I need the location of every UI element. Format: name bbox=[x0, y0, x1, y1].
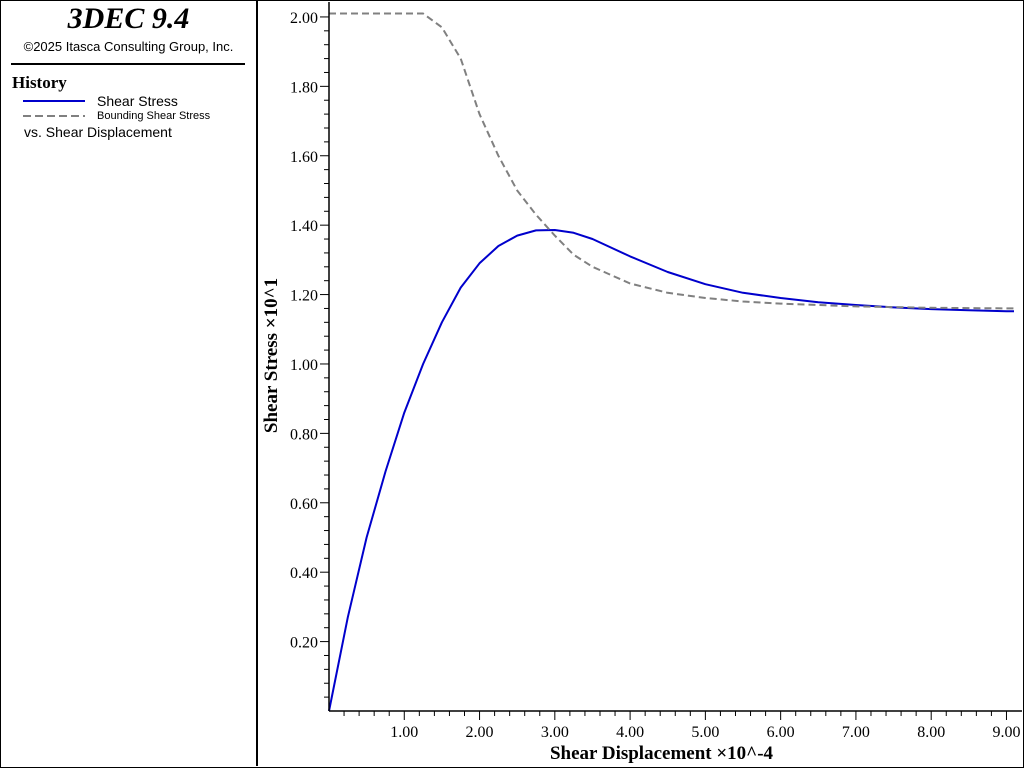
legend-entry-bounding-shear-stress: Bounding Shear Stress bbox=[23, 110, 210, 122]
y-tick-label: 1.60 bbox=[290, 149, 318, 166]
history-plot: 0.20 0.40 0.60 0.80 1.00 1.20 1.40 1.60 1.80 2.00… bbox=[261, 2, 1022, 764]
series-layer bbox=[328, 12, 1014, 712]
x-tick-label: 1.00 bbox=[390, 724, 418, 741]
y-tick-label: 1.40 bbox=[290, 218, 318, 235]
series-line-shear-stress bbox=[328, 229, 1014, 712]
history-label: History bbox=[12, 73, 67, 92]
legend-entry-shear-stress: Shear Stress bbox=[23, 93, 178, 109]
y-tick-label: 0.60 bbox=[290, 496, 318, 513]
x-tick-label: 9.00 bbox=[992, 724, 1020, 741]
y-tick-label: 1.00 bbox=[290, 357, 318, 374]
legend-label-bounding-shear-stress: Bounding Shear Stress bbox=[97, 110, 211, 122]
x-tick-label: 2.00 bbox=[466, 724, 494, 741]
legend-panel: 3DEC 9.4 ©2025 Itasca Consulting Group, … bbox=[1, 1, 258, 766]
dashed-line-swatch-icon bbox=[23, 111, 85, 121]
x-tick-label: 8.00 bbox=[917, 724, 945, 741]
x-tick-label: 4.00 bbox=[616, 724, 644, 741]
app-title: 3DEC 9.4 bbox=[67, 2, 190, 35]
legend-divider bbox=[11, 63, 245, 65]
y-tick-label: 0.40 bbox=[290, 565, 318, 582]
x-tick-label: 7.00 bbox=[842, 724, 870, 741]
solid-line-swatch-icon bbox=[23, 96, 85, 106]
x-tick-label: 3.00 bbox=[541, 724, 569, 741]
y-tick-label: 0.80 bbox=[290, 426, 318, 443]
y-tick-label: 1.20 bbox=[290, 288, 318, 305]
copyright-text: ©2025 Itasca Consulting Group, Inc. bbox=[23, 39, 234, 54]
y-axis-title: Shear Stress ×10^1 bbox=[261, 278, 282, 433]
x-axis-title: Shear Displacement ×10^-4 bbox=[550, 743, 774, 764]
y-tick-label: 1.80 bbox=[290, 79, 318, 96]
tick-layer: 0.20 0.40 0.60 0.80 1.00 1.20 1.40 1.60 1.80 2.00… bbox=[290, 10, 1020, 741]
y-tick-label: 0.20 bbox=[290, 635, 318, 652]
x-tick-label: 5.00 bbox=[691, 724, 719, 741]
y-tick-label: 2.00 bbox=[290, 10, 318, 27]
x-tick-label: 6.00 bbox=[767, 724, 795, 741]
legend-label-shear-stress: Shear Stress bbox=[97, 93, 178, 109]
vs-axis-label: vs. Shear Displacement bbox=[24, 124, 172, 140]
series-line-bounding-shear-stress bbox=[329, 12, 1014, 310]
